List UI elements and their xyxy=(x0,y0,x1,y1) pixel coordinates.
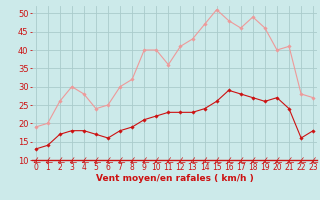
X-axis label: Vent moyen/en rafales ( km/h ): Vent moyen/en rafales ( km/h ) xyxy=(96,174,253,183)
